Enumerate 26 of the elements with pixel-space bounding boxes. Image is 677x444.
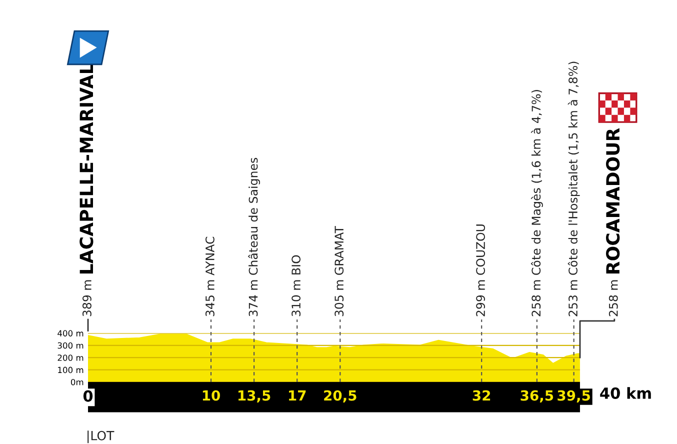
x-tick-label: 13,5 <box>238 390 270 403</box>
ref-line-label: 310 m BIO <box>292 255 301 316</box>
x-tick-label: 36,5 <box>520 390 554 403</box>
ref-line-label: 389 m <box>82 280 92 316</box>
ref-line-label: 258 m <box>608 280 618 316</box>
x-tick-label: 20,5 <box>324 390 356 403</box>
y-tick-label: 0m <box>70 379 84 386</box>
text: ROCAMADOUR <box>606 128 620 274</box>
x-tick-label: 17 <box>289 390 306 401</box>
ref-line-label: 305 m GRAMAT <box>334 226 344 316</box>
y-tick-label: 400 m <box>58 330 84 336</box>
ref-line-label: 374 m Château de Saignes <box>248 158 260 316</box>
ref-line-label: 345 m AYNAC <box>206 236 214 316</box>
x-tick-label: 10 <box>202 390 220 401</box>
text: |LOT <box>88 430 114 444</box>
y-tick-label: 300 m <box>58 342 84 349</box>
y-tick-label: 200 m <box>58 354 84 361</box>
x-tick-label: 39,5 <box>558 390 590 403</box>
x-tick-label: 0 <box>83 390 93 402</box>
ref-line-label: 253 m Côte de l'Hospitalet (1,5 km à 7,8%) <box>568 62 580 316</box>
text: 40 km <box>600 387 651 399</box>
ref-line-label: 258 m Côte de Magès (1,6 km à 4,7%) <box>530 90 543 316</box>
y-tick-label: 100 m <box>58 366 84 374</box>
x-tick-label: 32 <box>472 390 490 401</box>
text: LACAPELLE-MARIVAL <box>80 64 94 274</box>
ref-line-label: 299 m COUZOU <box>476 224 486 316</box>
